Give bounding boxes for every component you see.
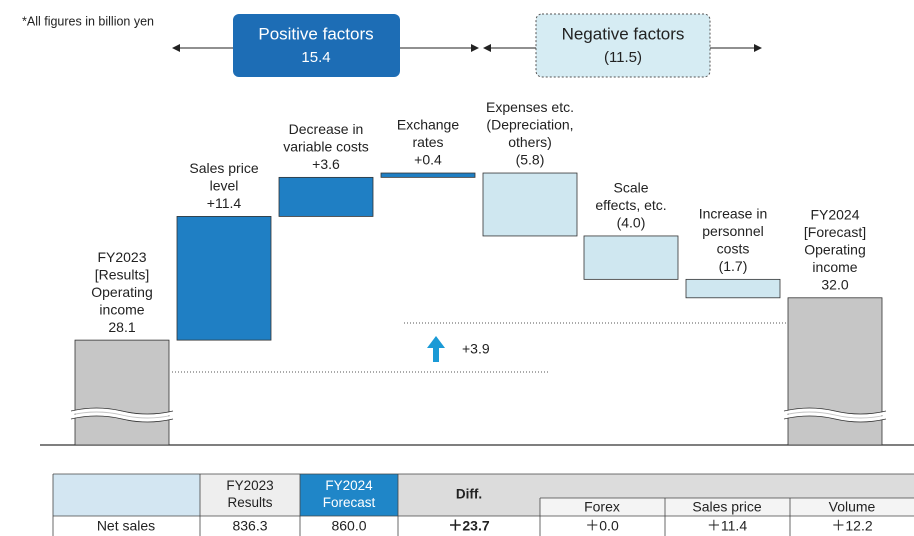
category-label: [Forecast] <box>804 224 866 240</box>
table-subheader: Sales price <box>692 499 761 515</box>
bar <box>685 278 781 299</box>
table-header: FY2024 <box>325 478 373 493</box>
value-label: (4.0) <box>617 215 646 231</box>
category-label: Expenses etc. <box>486 99 574 115</box>
category-label: Increase in <box>699 206 767 222</box>
category-label: Scale <box>613 180 648 196</box>
table-sub-cells <box>540 498 914 516</box>
value-label: (1.7) <box>719 258 748 274</box>
category-label: rates <box>412 134 443 150</box>
axis-break <box>70 408 174 422</box>
axis-break-edge <box>783 407 887 423</box>
category-label: Sales price <box>189 160 258 176</box>
category-label: income <box>99 301 144 317</box>
table-header: Forecast <box>323 495 376 510</box>
table-cell: 836.3 <box>232 518 267 534</box>
bar <box>380 172 476 178</box>
table-cell: 860.0 <box>331 518 366 534</box>
value-label: (5.8) <box>516 152 545 168</box>
note: *All figures in billion yen <box>22 14 154 28</box>
category-label: others) <box>508 134 552 150</box>
table-cell: ＋0.0 <box>585 518 619 534</box>
positive-total: 15.4 <box>301 49 330 66</box>
category-label: personnel <box>702 223 764 239</box>
value-label: +0.4 <box>414 152 442 168</box>
table-cell: ＋11.4 <box>707 518 747 534</box>
bar <box>787 297 883 446</box>
table-label-cell <box>53 474 200 516</box>
table-header: Diff. <box>456 487 482 502</box>
category-label: [Results] <box>95 266 149 282</box>
category-label: Decrease in <box>289 121 364 137</box>
table-header: FY2023 <box>226 478 273 493</box>
bar <box>583 235 679 280</box>
category-label: variable costs <box>283 139 369 155</box>
difference-arrow <box>427 336 445 362</box>
value-label: 28.1 <box>108 319 135 335</box>
bar <box>74 339 170 446</box>
axis-break-edge <box>70 407 174 423</box>
table-fy2023-header <box>200 474 300 516</box>
table-cell: Net sales <box>97 518 155 534</box>
value-label: 32.0 <box>821 277 848 293</box>
difference-label: +3.9 <box>462 341 490 357</box>
axis-break <box>783 408 887 422</box>
value-label: +3.6 <box>312 156 340 172</box>
positive-label: Positive factors <box>258 24 373 43</box>
category-label: effects, etc. <box>595 197 666 213</box>
value-label: +11.4 <box>207 195 242 211</box>
table-cell: ＋12.2 <box>831 518 872 534</box>
category-label: Operating <box>91 284 152 300</box>
positive-box <box>233 14 400 77</box>
category-label: Operating <box>804 242 865 258</box>
table-fy2024-header <box>300 474 398 516</box>
table-header: Results <box>227 495 272 510</box>
bar <box>482 172 578 237</box>
negative-label: Negative factors <box>562 24 685 43</box>
category-label: income <box>812 259 857 275</box>
bar <box>176 216 272 341</box>
category-label: costs <box>717 241 750 257</box>
category-label: Exchange <box>397 117 459 133</box>
category-label: level <box>210 178 239 194</box>
negative-box <box>535 13 711 78</box>
category-label: FY2024 <box>810 207 859 223</box>
negative-total: (11.5) <box>604 49 642 66</box>
table-subheader: Volume <box>829 499 876 515</box>
category-label: FY2023 <box>97 249 146 265</box>
category-label: (Depreciation, <box>486 117 573 133</box>
table-cell: ＋23.7 <box>448 518 489 534</box>
bar <box>278 176 374 217</box>
table-subheader: Forex <box>584 499 620 515</box>
